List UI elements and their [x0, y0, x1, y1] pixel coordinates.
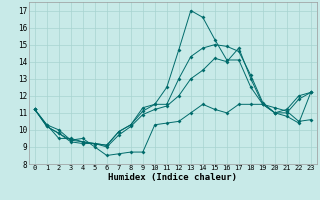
- X-axis label: Humidex (Indice chaleur): Humidex (Indice chaleur): [108, 173, 237, 182]
